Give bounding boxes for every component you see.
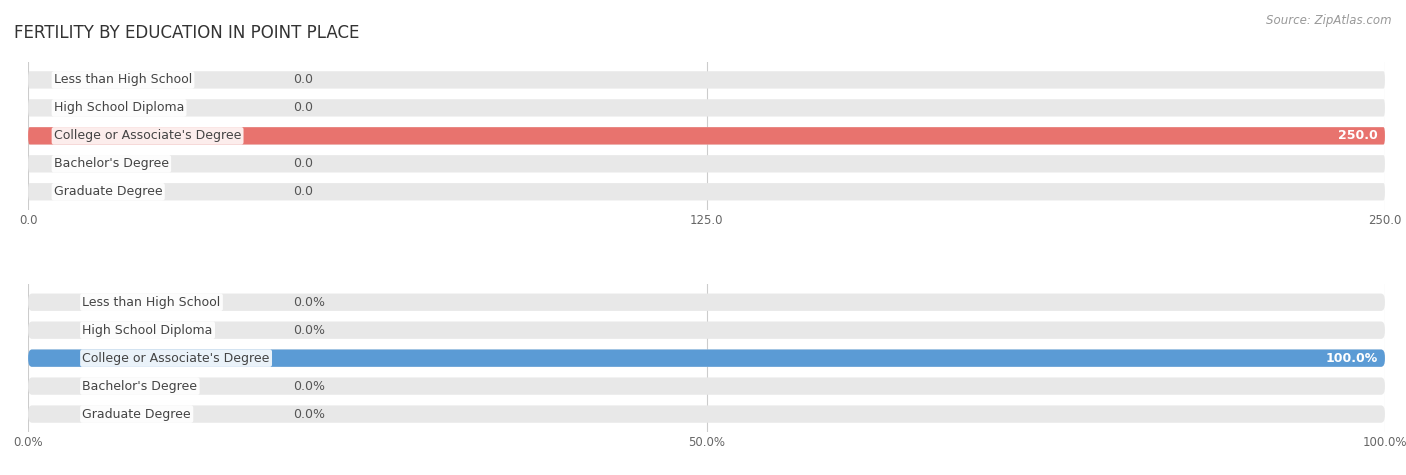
Text: College or Associate's Degree: College or Associate's Degree xyxy=(83,352,270,365)
Text: Graduate Degree: Graduate Degree xyxy=(53,185,163,198)
Text: FERTILITY BY EDUCATION IN POINT PLACE: FERTILITY BY EDUCATION IN POINT PLACE xyxy=(14,24,360,42)
FancyBboxPatch shape xyxy=(28,405,1385,423)
Text: Source: ZipAtlas.com: Source: ZipAtlas.com xyxy=(1267,14,1392,27)
FancyBboxPatch shape xyxy=(28,183,1385,200)
FancyBboxPatch shape xyxy=(28,71,1385,89)
Text: 250.0: 250.0 xyxy=(1339,129,1378,142)
Text: High School Diploma: High School Diploma xyxy=(83,323,212,337)
Text: College or Associate's Degree: College or Associate's Degree xyxy=(53,129,242,142)
Text: 0.0: 0.0 xyxy=(292,157,312,171)
Text: 0.0%: 0.0% xyxy=(292,408,325,420)
FancyBboxPatch shape xyxy=(28,127,1385,144)
Text: 0.0%: 0.0% xyxy=(292,296,325,309)
Text: 100.0%: 100.0% xyxy=(1326,352,1378,365)
Text: 0.0: 0.0 xyxy=(292,185,312,198)
Text: 0.0: 0.0 xyxy=(292,101,312,114)
Text: Graduate Degree: Graduate Degree xyxy=(83,408,191,420)
Text: Less than High School: Less than High School xyxy=(83,296,221,309)
Text: 0.0: 0.0 xyxy=(292,74,312,86)
Text: Bachelor's Degree: Bachelor's Degree xyxy=(53,157,169,171)
Text: Bachelor's Degree: Bachelor's Degree xyxy=(83,380,197,393)
FancyBboxPatch shape xyxy=(28,127,1385,144)
FancyBboxPatch shape xyxy=(28,155,1385,172)
Text: High School Diploma: High School Diploma xyxy=(53,101,184,114)
Text: 0.0%: 0.0% xyxy=(292,323,325,337)
FancyBboxPatch shape xyxy=(28,294,1385,311)
FancyBboxPatch shape xyxy=(28,350,1385,367)
Text: Less than High School: Less than High School xyxy=(53,74,193,86)
FancyBboxPatch shape xyxy=(28,322,1385,339)
Text: 0.0%: 0.0% xyxy=(292,380,325,393)
FancyBboxPatch shape xyxy=(28,350,1385,367)
FancyBboxPatch shape xyxy=(28,378,1385,395)
FancyBboxPatch shape xyxy=(28,99,1385,116)
